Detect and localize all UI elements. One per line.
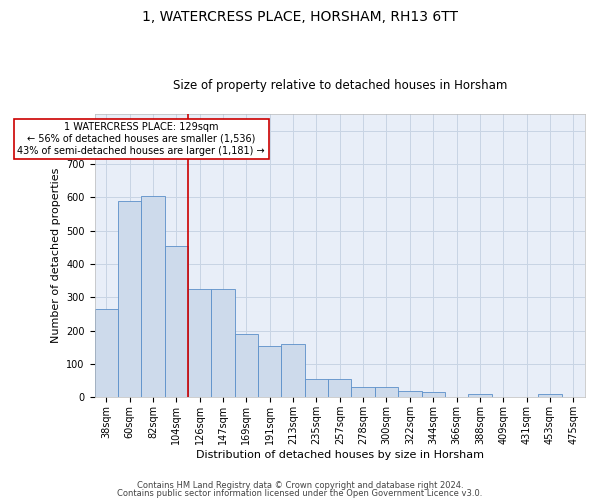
Bar [118,200,141,398]
Bar [538,394,562,398]
Bar [328,379,352,398]
Bar [188,289,211,398]
Bar [258,346,281,398]
Bar [235,334,258,398]
Text: Contains HM Land Registry data © Crown copyright and database right 2024.: Contains HM Land Registry data © Crown c… [137,481,463,490]
Bar [305,379,328,398]
Bar [375,388,398,398]
Text: 1, WATERCRESS PLACE, HORSHAM, RH13 6TT: 1, WATERCRESS PLACE, HORSHAM, RH13 6TT [142,10,458,24]
Bar [398,390,422,398]
Text: 1 WATERCRESS PLACE: 129sqm
← 56% of detached houses are smaller (1,536)
43% of s: 1 WATERCRESS PLACE: 129sqm ← 56% of deta… [17,122,265,156]
Bar [352,388,375,398]
Bar [281,344,305,398]
X-axis label: Distribution of detached houses by size in Horsham: Distribution of detached houses by size … [196,450,484,460]
Text: Contains public sector information licensed under the Open Government Licence v3: Contains public sector information licen… [118,488,482,498]
Bar [211,289,235,398]
Title: Size of property relative to detached houses in Horsham: Size of property relative to detached ho… [173,79,507,92]
Y-axis label: Number of detached properties: Number of detached properties [51,168,61,344]
Bar [141,196,164,398]
Bar [422,392,445,398]
Bar [95,309,118,398]
Bar [468,394,491,398]
Bar [164,246,188,398]
